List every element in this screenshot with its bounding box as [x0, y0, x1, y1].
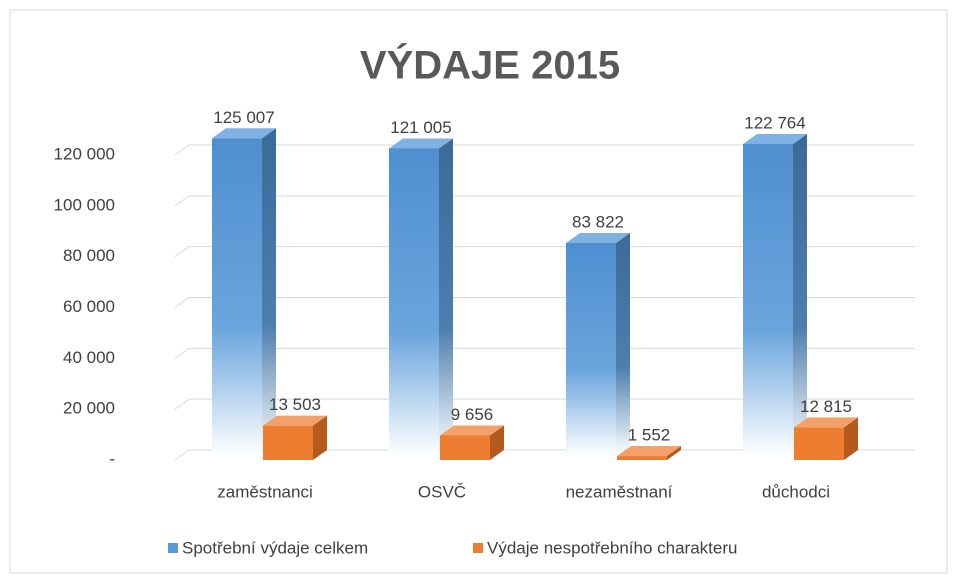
bar-side	[490, 425, 504, 460]
y-tick-label: 60 000	[63, 297, 115, 316]
grid-line	[174, 246, 915, 258]
bar-side	[844, 417, 858, 460]
value-label: 1 552	[628, 426, 671, 445]
bar-top	[263, 415, 327, 426]
y-tick-label: 120 000	[54, 144, 115, 163]
bar-side	[793, 133, 807, 456]
bar-side	[262, 128, 276, 457]
grid-line	[174, 195, 915, 207]
bar-top	[566, 232, 630, 243]
y-tick-label: -	[109, 449, 115, 468]
grid-line	[174, 398, 915, 410]
bar-side	[616, 232, 630, 456]
x-tick-label: zaměstnanci	[217, 482, 312, 501]
y-tick-label: 100 000	[54, 195, 115, 214]
bar	[263, 425, 313, 460]
bar-top	[212, 128, 276, 139]
bar	[212, 138, 262, 457]
x-tick-label: důchodci	[762, 482, 830, 501]
bar-top	[440, 425, 504, 436]
y-tick-label: 40 000	[63, 348, 115, 367]
value-label: 12 815	[800, 397, 852, 416]
bar	[794, 427, 844, 460]
value-label: 122 764	[744, 113, 805, 132]
bar	[566, 242, 616, 456]
bar-side	[439, 138, 453, 456]
chart-title: VÝDAJE 2015	[360, 42, 620, 88]
bar	[743, 143, 793, 456]
legend-swatch	[473, 543, 483, 553]
bar-top	[743, 133, 807, 144]
bar-side	[313, 415, 327, 460]
grid-line	[174, 144, 915, 156]
y-tick-label: 20 000	[63, 399, 115, 418]
legend-swatch	[168, 543, 178, 553]
bar-top	[794, 417, 858, 428]
x-tick-label: nezaměstnaní	[566, 482, 673, 501]
bar	[440, 435, 490, 460]
grid-line	[174, 297, 915, 308]
bar-side	[667, 446, 681, 460]
bar	[389, 148, 439, 456]
value-label: 13 503	[269, 395, 321, 414]
value-label: 121 005	[390, 118, 451, 137]
grid-line	[174, 347, 915, 359]
y-tick-label: 80 000	[63, 246, 115, 265]
bar-top	[617, 446, 681, 457]
value-label: 83 822	[572, 212, 624, 231]
value-label: 125 007	[213, 108, 274, 127]
bar-top	[389, 138, 453, 149]
bar	[617, 456, 667, 460]
x-tick-label: OSVČ	[418, 482, 466, 501]
value-label: 9 656	[451, 405, 494, 424]
legend-label: Spotřební výdaje celkem	[182, 538, 368, 557]
legend-label: Výdaje nespotřebního charakteru	[487, 538, 737, 557]
